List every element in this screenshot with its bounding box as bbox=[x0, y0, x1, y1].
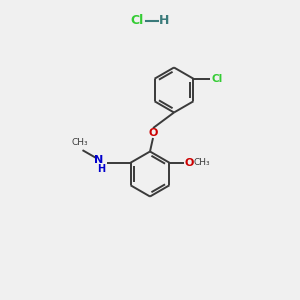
Text: O: O bbox=[185, 158, 194, 168]
Text: CH₃: CH₃ bbox=[194, 158, 210, 167]
Text: Cl: Cl bbox=[211, 74, 222, 84]
Text: Cl: Cl bbox=[131, 14, 144, 28]
Text: O: O bbox=[148, 128, 158, 139]
Text: H: H bbox=[159, 14, 169, 28]
Text: N: N bbox=[94, 155, 103, 165]
Text: CH₃: CH₃ bbox=[72, 137, 88, 146]
Text: H: H bbox=[97, 164, 105, 174]
